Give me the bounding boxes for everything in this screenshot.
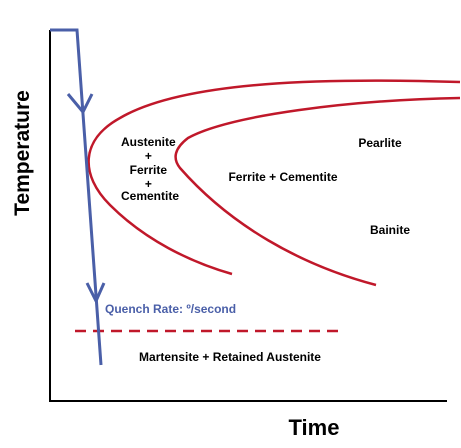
region-pearlite: Pearlite: [358, 136, 402, 150]
quench-arrow-lower-icon: [85, 282, 106, 303]
x-axis-label: Time: [289, 415, 340, 440]
region-ferrite-cementite: Ferrite + Cementite: [228, 170, 337, 184]
transformation-end-curve: [174, 96, 461, 287]
transformation-start-curve: [87, 79, 461, 276]
quench-arrow-upper-icon: [66, 93, 94, 114]
region-martensite: Martensite + Retained Austenite: [139, 350, 321, 364]
region-austenite-mix: Austenite + Ferrite + Cementite: [121, 135, 179, 203]
quench-rate-label: Quench Rate: º/second: [105, 302, 236, 316]
region-bainite: Bainite: [370, 223, 410, 237]
quench-path-line: [50, 28, 103, 366]
y-axis-label: Temperature: [11, 90, 34, 216]
